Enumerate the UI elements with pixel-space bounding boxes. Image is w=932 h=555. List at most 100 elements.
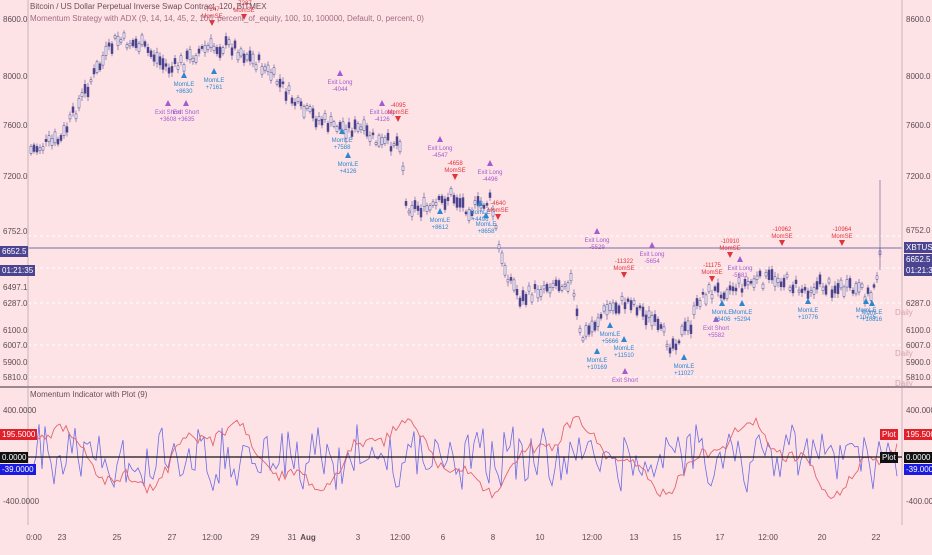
- signal-value: -4496: [482, 177, 498, 183]
- candle-body: [350, 130, 354, 137]
- signal-value: +10776: [798, 315, 819, 321]
- candle-body: [488, 192, 492, 198]
- candle-body: [86, 86, 90, 98]
- candle-body: [533, 283, 537, 290]
- candle-body: [401, 165, 405, 172]
- left-price-tick-label: 7200.0: [3, 172, 28, 181]
- candle-body: [593, 321, 597, 331]
- candle-body: [737, 277, 741, 284]
- time-tick-label: 27: [168, 533, 177, 542]
- candle-body: [200, 46, 204, 49]
- signal-value: +5294: [734, 317, 752, 323]
- left-price-tick-label: 6752.0: [3, 227, 28, 236]
- candle-body: [353, 119, 357, 130]
- candle-body: [563, 283, 567, 287]
- candle-body: [668, 347, 672, 354]
- candle-body: [227, 39, 231, 46]
- candle-body: [665, 343, 669, 347]
- candle-body: [545, 283, 549, 292]
- left-price-axis[interactable]: 8600.0 8000.0 7600.0 7200.0 6752.0 6497.1 6287…: [3, 15, 28, 382]
- short-arrow-icon: [495, 214, 501, 220]
- candle-body: [224, 36, 228, 46]
- candle-body: [521, 290, 525, 302]
- osc-zero-tag: 0.0000: [904, 452, 932, 463]
- candle-body: [338, 121, 342, 130]
- candle-body: [428, 205, 432, 211]
- oscillator-title[interactable]: Momentum Indicator with Plot (9): [30, 390, 148, 399]
- candle-body: [68, 114, 72, 120]
- candle-body: [860, 283, 864, 288]
- signal-label: MomLE: [712, 310, 733, 316]
- momentum-chart[interactable]: 400.0000 400.0000 0.0000 0.0000 -400.0000 -40…: [0, 388, 932, 525]
- pane-separator[interactable]: [0, 386, 932, 388]
- time-axis[interactable]: 0:00 23 25 27 12:00 29 31 Aug 3 12:00 6 8 10 12:00 13 1…: [0, 525, 932, 550]
- candle-body: [539, 289, 543, 297]
- candle-body: [527, 285, 531, 292]
- candle-body: [317, 116, 321, 121]
- price-chart[interactable]: MomSE-7247 MomSE-7287MomLE+7161MomLE+8630…: [0, 0, 932, 386]
- candle-body: [680, 325, 684, 336]
- candle-body: [839, 279, 843, 289]
- signal-label: Exit Short: [612, 378, 638, 384]
- candle-body: [278, 78, 282, 88]
- oscillator-pane[interactable]: 400.0000 400.0000 0.0000 0.0000 -400.0000 -40…: [0, 388, 932, 525]
- candle-body: [146, 47, 150, 53]
- candle-body: [149, 50, 153, 57]
- candle-body: [722, 292, 726, 300]
- candle-body: [431, 201, 435, 206]
- osc-tick-label: -400.0000: [906, 497, 932, 506]
- candle-body: [50, 138, 54, 146]
- candle-body: [461, 197, 465, 208]
- signal-label: MomLE: [600, 332, 621, 338]
- candle-body: [320, 118, 324, 126]
- long-arrow-icon: [621, 336, 627, 342]
- candle-body: [542, 285, 546, 290]
- candle-body: [494, 225, 498, 229]
- candle-body: [296, 97, 300, 102]
- signal-exit: Exit Long-5529: [584, 228, 610, 251]
- candle-body: [755, 275, 759, 280]
- candle-body: [125, 44, 129, 49]
- strategy-legend[interactable]: Momentum Strategy with ADX (9, 14, 14, 4…: [30, 14, 424, 23]
- candle-body: [266, 64, 270, 72]
- candle-body: [74, 113, 78, 120]
- signal-label: MomSE: [444, 168, 465, 174]
- candle-body: [80, 92, 84, 98]
- candle-body: [332, 121, 336, 127]
- long-arrow-icon: [181, 72, 187, 78]
- candle-body: [389, 146, 393, 152]
- signal-value: +8658: [478, 229, 496, 235]
- candle-body: [710, 294, 714, 300]
- candle-body: [617, 305, 621, 314]
- candle-body: [71, 106, 75, 113]
- signal-label: MomLE: [204, 78, 225, 84]
- signal-value: -7287: [236, 1, 252, 7]
- time-tick-label: 22: [872, 533, 881, 542]
- candle-body: [263, 66, 267, 71]
- plot-zero-label: Plot: [880, 452, 898, 463]
- signal-value: -11322: [615, 259, 634, 265]
- time-tick-label: 3: [356, 533, 361, 542]
- signal-value: +3608: [160, 117, 178, 123]
- long-arrow-icon: [607, 322, 613, 328]
- signal-value: +7161: [206, 85, 224, 91]
- candle-body: [455, 197, 459, 208]
- signal-value: +8612: [432, 225, 450, 231]
- price-tick-label: 5900.0: [906, 358, 931, 367]
- candle-body: [866, 287, 870, 294]
- candle-body: [221, 47, 225, 54]
- candle-body: [377, 134, 381, 147]
- candle-body: [422, 197, 426, 207]
- candle-body: [251, 53, 255, 65]
- candle-body: [758, 270, 762, 277]
- oscillator-axis[interactable]: 400.0000 400.0000 0.0000 0.0000 -400.0000 -40…: [3, 406, 932, 506]
- right-price-axis[interactable]: 8600.0 8000.0 7600.0 7200.0 6752.0 6287.0 6100…: [906, 15, 931, 382]
- candle-body: [662, 326, 666, 333]
- signal-label: MomSE: [701, 270, 722, 276]
- candle-body: [128, 42, 132, 47]
- price-pane[interactable]: MomSE -7247 MomSE -7287 MomLE +7161 MomLE +8630…: [0, 0, 932, 388]
- candle-body: [257, 54, 261, 61]
- signal-value: -4095: [390, 103, 406, 109]
- signal-long: MomLE+6406: [712, 300, 733, 323]
- candle-body: [203, 44, 207, 53]
